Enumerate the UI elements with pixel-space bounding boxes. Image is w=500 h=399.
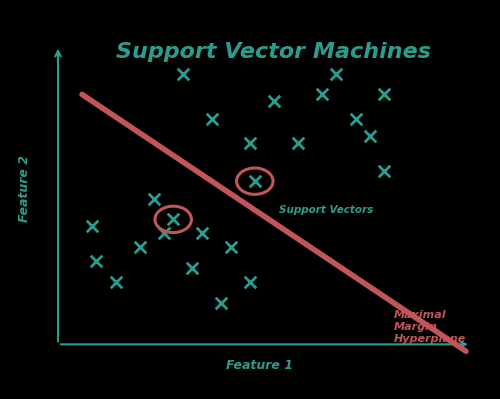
Point (179, 70, 187, 77)
Point (318, 91, 326, 98)
Point (251, 178, 259, 184)
Point (208, 116, 216, 122)
Point (380, 91, 388, 98)
Point (112, 279, 120, 285)
Point (217, 300, 225, 306)
Point (188, 265, 196, 271)
Point (227, 244, 235, 250)
Point (270, 98, 278, 105)
Point (169, 216, 177, 223)
Point (92, 258, 100, 264)
Point (294, 140, 302, 146)
Point (366, 133, 374, 139)
Point (88, 223, 96, 229)
Point (332, 70, 340, 77)
Point (198, 230, 206, 237)
Text: Feature 2: Feature 2 (18, 155, 31, 221)
Text: Feature 1: Feature 1 (226, 359, 293, 372)
Text: Support Vector Machines: Support Vector Machines (116, 42, 432, 62)
Point (160, 230, 168, 237)
Point (352, 116, 360, 122)
Text: Support Vectors: Support Vectors (279, 205, 373, 215)
Point (380, 168, 388, 174)
Point (246, 279, 254, 285)
Text: Maximal
Margin
Hyperplane: Maximal Margin Hyperplane (394, 310, 466, 344)
Point (150, 196, 158, 202)
Point (136, 244, 143, 250)
Point (246, 140, 254, 146)
